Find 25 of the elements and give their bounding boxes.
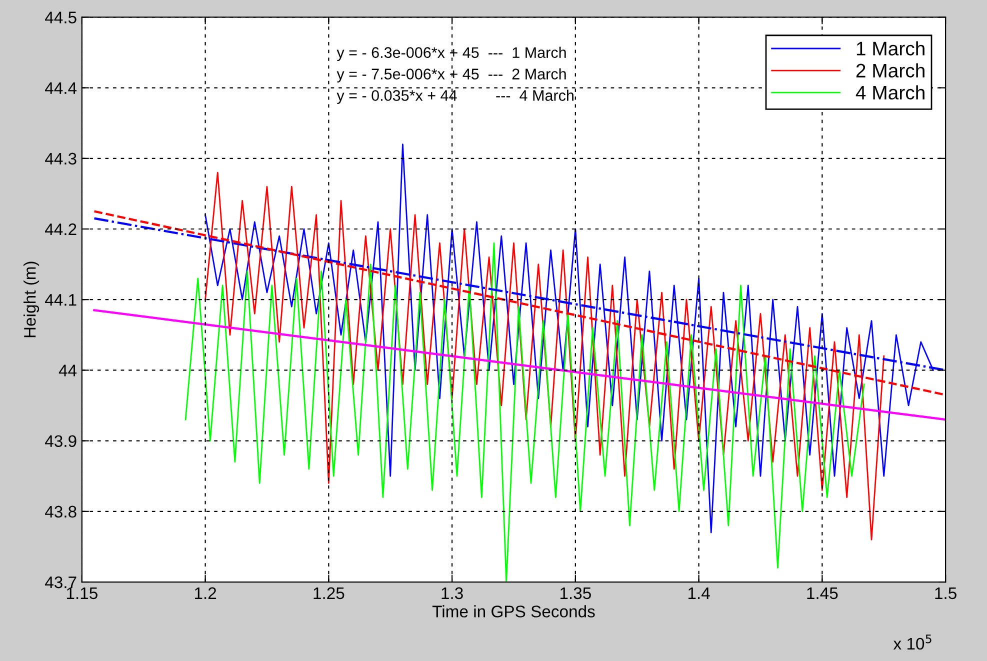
x-tick-label: 1.4 (688, 587, 710, 599)
y-tick-label: 44.5 (45, 12, 76, 24)
y-tick-label: 43.8 (45, 506, 76, 518)
x-axis-title: Time in GPS Seconds (432, 605, 595, 618)
x-tick-label: 1.35 (560, 587, 591, 600)
y-axis-title: Height (m) (24, 262, 40, 338)
y-tick-label: 44.2 (45, 223, 76, 236)
y-tick-label: 44 (58, 364, 77, 376)
y-tick-label: 43.7 (45, 576, 76, 588)
x-tick-label: 1.2 (194, 587, 216, 599)
y-tick-label: 44.4 (45, 82, 77, 94)
x-tick-label: 1.15 (66, 587, 98, 600)
legend-label: 1 March (856, 41, 924, 56)
y-tick-label: 43.9 (45, 435, 76, 448)
y-tick-label: 44.1 (45, 294, 76, 306)
legend-label: 2 March (856, 63, 924, 78)
legend-label: 4 March (856, 85, 924, 100)
x-tick-label: 1.5 (935, 587, 956, 600)
y-tick-label: 44.3 (45, 152, 76, 165)
annotation: y = - 0.035*x + 44 --- 4 March (336, 90, 574, 104)
x-tick-label: 1.3 (442, 587, 463, 600)
text: x 10$^{5}$ (893, 634, 932, 650)
x-tick-label: 1.45 (807, 587, 838, 600)
x-tick-label: 1.25 (314, 587, 344, 600)
line-series (184, 242, 865, 582)
